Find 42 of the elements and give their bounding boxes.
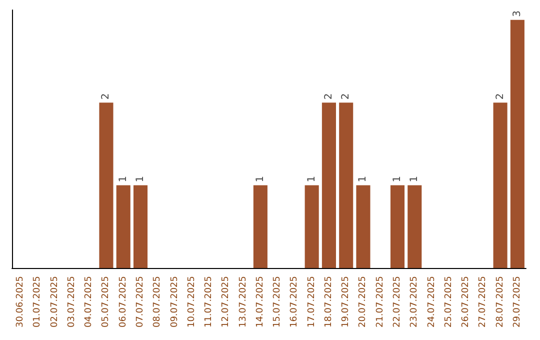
x-tick-label: 27.07.2025 xyxy=(478,276,488,328)
x-tick-label: 05.07.2025 xyxy=(101,276,112,328)
x-tick-label: 29.07.2025 xyxy=(512,276,522,328)
data-label: 2 xyxy=(340,93,352,100)
x-tick-label: 15.07.2025 xyxy=(272,276,283,328)
x-tick-label: 17.07.2025 xyxy=(306,276,317,328)
x-tick-label: 02.07.2025 xyxy=(50,276,60,328)
x-tick-label: 14.07.2025 xyxy=(255,276,266,328)
data-label: 1 xyxy=(254,176,266,182)
x-tick-label: 25.07.2025 xyxy=(444,276,454,328)
x-tick-label: 20.07.2025 xyxy=(358,276,368,328)
x-tick-label: 06.07.2025 xyxy=(118,276,128,328)
x-tick-label: 10.07.2025 xyxy=(186,276,197,328)
x-tick-label: 11.07.2025 xyxy=(204,276,214,328)
x-tick-label: 19.07.2025 xyxy=(341,276,352,328)
x-tick-label: 07.07.2025 xyxy=(136,276,146,328)
data-label: 2 xyxy=(494,93,506,100)
x-tick-label: 18.07.2025 xyxy=(324,276,334,328)
x-tick-label: 16.07.2025 xyxy=(290,276,300,328)
x-tick-label: 12.07.2025 xyxy=(221,276,232,328)
data-label: 2 xyxy=(100,93,112,100)
data-label: 1 xyxy=(392,176,403,182)
x-tick-label: 26.07.2025 xyxy=(461,276,472,328)
data-label: 1 xyxy=(409,176,420,182)
data-label: 1 xyxy=(358,176,369,182)
x-tick-label: 08.07.2025 xyxy=(152,276,163,328)
x-tick-label: 30.06.2025 xyxy=(16,276,26,328)
x-tick-label: 23.07.2025 xyxy=(410,276,420,328)
data-label: 1 xyxy=(118,176,129,182)
x-tick-label: 24.07.2025 xyxy=(426,276,437,328)
x-tick-label: 04.07.2025 xyxy=(84,276,94,328)
data-label: 1 xyxy=(135,176,146,182)
x-tick-label: 13.07.2025 xyxy=(238,276,248,328)
data-label: 2 xyxy=(323,93,334,100)
x-tick-label: 28.07.2025 xyxy=(495,276,506,328)
x-tick-label: 21.07.2025 xyxy=(375,276,386,328)
x-tick-label: 03.07.2025 xyxy=(66,276,77,328)
x-tick-label: 01.07.2025 xyxy=(32,276,43,328)
data-label: 3 xyxy=(512,10,523,17)
x-tick-label: 09.07.2025 xyxy=(170,276,180,328)
data-label: 1 xyxy=(306,176,318,182)
x-tick-label: 22.07.2025 xyxy=(392,276,402,328)
